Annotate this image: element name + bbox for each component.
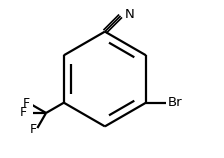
Text: Br: Br [168, 96, 183, 109]
Text: N: N [125, 8, 134, 21]
Text: F: F [22, 97, 29, 110]
Text: F: F [29, 123, 37, 136]
Text: F: F [20, 106, 27, 119]
